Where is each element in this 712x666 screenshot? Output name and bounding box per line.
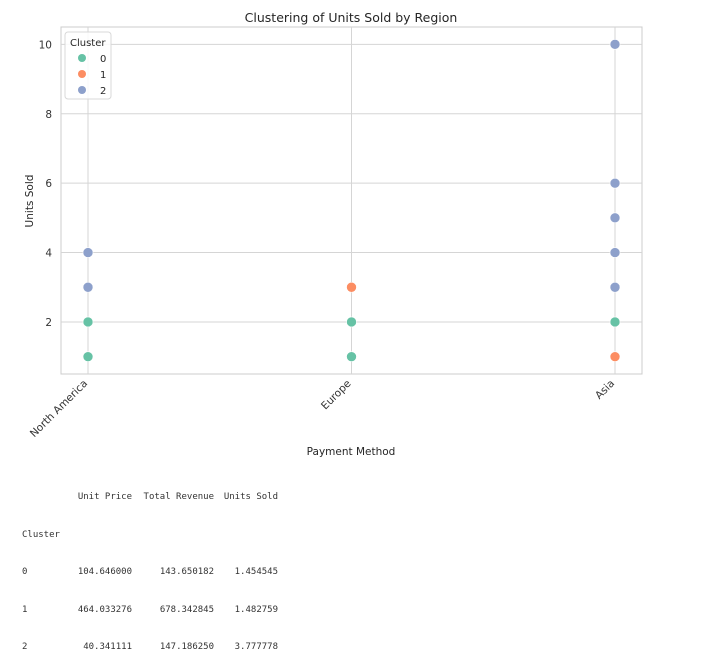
y-axis-label: Units Sold bbox=[24, 175, 36, 228]
x-axis-label: Payment Method bbox=[307, 446, 396, 458]
scatter-chart: Clustering of Units Sold by Region 2 4 6 8 1… bbox=[24, 10, 643, 458]
summary-cell: 143.650182 bbox=[159, 567, 214, 577]
legend-label: 1 bbox=[100, 70, 106, 81]
scatter-point-cluster-0 bbox=[346, 316, 357, 328]
summary-cell: 104.646000 bbox=[77, 567, 132, 577]
summary-cell: 40.341111 bbox=[83, 642, 132, 652]
x-tick-label: Europe bbox=[319, 378, 354, 413]
legend: Cluster 0 1 2 bbox=[64, 31, 112, 100]
summary-cell: 464.033276 bbox=[77, 604, 132, 615]
summary-row: 0 104.646000 143.650182 1.454545 bbox=[22, 566, 278, 579]
legend-label: 2 bbox=[100, 86, 106, 97]
summary-cell: 1.482759 bbox=[234, 604, 278, 615]
scatter-point-cluster-2 bbox=[609, 212, 621, 224]
summary-col-header: Units Sold bbox=[223, 492, 278, 502]
summary-cell: 147.186250 bbox=[159, 642, 214, 652]
scatter-point-cluster-2 bbox=[609, 281, 621, 293]
summary-cluster-id: 1 bbox=[22, 604, 28, 615]
legend-marker bbox=[78, 86, 86, 94]
scatter-point-cluster-2 bbox=[609, 247, 621, 258]
summary-col-header: Unit Price bbox=[77, 492, 132, 502]
summary-cluster-id: 2 bbox=[22, 642, 28, 652]
summary-header-row: Unit Price Total Revenue Units Sold bbox=[22, 491, 278, 504]
cluster-summary-table: Unit Price Total Revenue Units Sold Clus… bbox=[22, 466, 278, 666]
summary-cluster-id: 0 bbox=[22, 567, 28, 577]
chart-title: Clustering of Units Sold by Region bbox=[245, 10, 458, 25]
scatter-point-cluster-0 bbox=[346, 351, 357, 362]
y-tick-label: 6 bbox=[45, 178, 52, 190]
summary-cell: 3.777778 bbox=[234, 642, 278, 652]
summary-cell: 1.454545 bbox=[234, 567, 278, 577]
legend-marker bbox=[78, 54, 86, 62]
summary-col-header: Total Revenue bbox=[143, 492, 214, 502]
scatter-point-cluster-0 bbox=[82, 351, 94, 362]
grid-layer bbox=[61, 27, 642, 374]
x-ticks: North America Europe Asia bbox=[28, 378, 617, 440]
y-ticks: 2 4 6 8 10 bbox=[39, 39, 53, 329]
legend-title: Cluster bbox=[70, 38, 106, 49]
legend-label: 0 bbox=[100, 54, 106, 65]
scatter-point-cluster-2 bbox=[609, 39, 621, 50]
y-tick-label: 8 bbox=[45, 109, 52, 121]
summary-row: 2 40.341111 147.186250 3.777778 bbox=[22, 641, 278, 654]
scatter-point-cluster-2 bbox=[82, 281, 94, 293]
summary-cell: 678.342845 bbox=[159, 604, 214, 615]
y-tick-label: 2 bbox=[45, 317, 52, 329]
x-tick-label: Asia bbox=[593, 378, 617, 402]
x-tick-label: North America bbox=[28, 378, 90, 440]
legend-marker bbox=[78, 70, 86, 78]
y-tick-label: 10 bbox=[39, 39, 52, 51]
scatter-point-cluster-1 bbox=[346, 281, 357, 293]
scatter-point-cluster-2 bbox=[609, 177, 621, 189]
scatter-point-cluster-0 bbox=[609, 316, 621, 328]
y-tick-label: 4 bbox=[45, 248, 52, 260]
scatter-point-cluster-1 bbox=[609, 351, 621, 362]
summary-row: 1 464.033276 678.342845 1.482759 bbox=[22, 604, 278, 617]
data-points bbox=[82, 39, 621, 362]
legend-box bbox=[64, 31, 112, 100]
scatter-point-cluster-0 bbox=[82, 316, 94, 328]
scatter-point-cluster-2 bbox=[82, 247, 94, 258]
